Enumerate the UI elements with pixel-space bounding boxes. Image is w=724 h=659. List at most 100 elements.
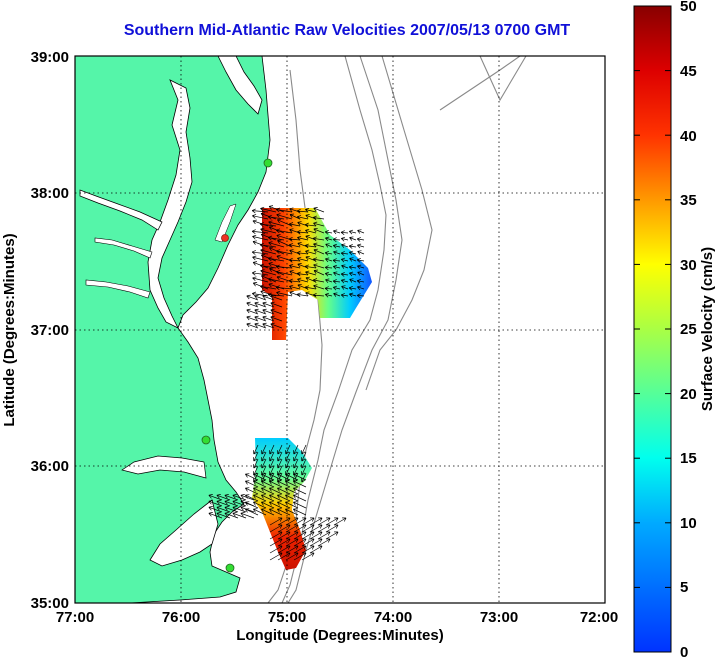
- velocity-vector: [275, 285, 293, 290]
- velocity-vector: [348, 285, 357, 291]
- y-tick-label: 36:00: [31, 458, 69, 475]
- velocity-vector: [289, 284, 301, 290]
- velocity-vector: [269, 480, 283, 488]
- velocity-vector: [259, 284, 277, 290]
- velocity-vector: [341, 264, 349, 269]
- y-tick-label: 37:00: [31, 322, 69, 339]
- velocity-vector: [252, 219, 269, 227]
- velocity-vector: [313, 269, 325, 276]
- velocity-vector: [245, 473, 259, 481]
- velocity-vector: [324, 250, 333, 256]
- velocity-vector: [305, 228, 317, 234]
- velocity-vector: [232, 494, 247, 501]
- velocity-vector: [348, 244, 357, 249]
- x-tick-label: 75:00: [268, 609, 306, 626]
- colorbar-label: Surface Velocity (cm/s): [699, 247, 716, 411]
- rappahannock-river: [94, 237, 153, 259]
- velocity-vector: [277, 239, 293, 248]
- velocity-vector: [276, 213, 293, 220]
- y-axis-label: Latitude (Degrees:Minutes): [1, 233, 18, 426]
- velocity-vector: [357, 243, 365, 249]
- velocity-vector: [224, 494, 239, 501]
- station-marker: [221, 234, 229, 242]
- velocity-vector: [309, 531, 323, 540]
- velocity-vector: [304, 222, 317, 228]
- velocity-vector: [253, 458, 259, 469]
- velocity-vector: [293, 444, 299, 455]
- velocity-vector: [275, 207, 293, 213]
- velocity-vector: [232, 506, 247, 513]
- x-tick-label: 73:00: [480, 609, 518, 626]
- velocity-vector: [333, 229, 341, 235]
- velocity-vector: [285, 487, 299, 495]
- colorbar-tick-label: 45: [680, 63, 697, 80]
- velocity-vector: [349, 292, 357, 298]
- y-tick-labels: 39:00 38:00 37:00 36:00 35:00: [31, 49, 69, 612]
- velocity-vector: [276, 290, 293, 297]
- velocity-vector: [269, 501, 283, 509]
- velocity-field-north: [262, 208, 372, 340]
- velocity-vector: [275, 228, 293, 234]
- velocity-vector: [341, 243, 349, 248]
- velocity-vector: [293, 473, 307, 481]
- velocity-vector: [324, 286, 333, 291]
- velocity-vector: [262, 308, 275, 315]
- velocity-vector: [313, 284, 325, 290]
- velocity-vector: [252, 234, 269, 241]
- velocity-vector: [254, 308, 267, 315]
- colorbar-ticks: [634, 5, 671, 653]
- velocity-vector: [357, 271, 365, 276]
- velocity-vector: [260, 206, 277, 213]
- velocity-vector: [357, 264, 365, 270]
- velocity-vector: [276, 270, 293, 276]
- velocity-vector: [296, 250, 309, 256]
- velocity-vector: [288, 243, 301, 248]
- velocity-vector: [313, 207, 325, 213]
- velocity-vector: [260, 212, 277, 220]
- velocity-vector: [262, 301, 275, 308]
- velocity-vector: [240, 500, 255, 507]
- velocity-vector: [312, 278, 325, 283]
- velocity-vector: [285, 451, 291, 462]
- velocity-vector: [297, 256, 309, 262]
- velocity-vector: [348, 229, 357, 235]
- velocity-vector: [357, 229, 365, 234]
- velocity-vector: [309, 545, 323, 554]
- x-tick-label: 72:00: [580, 609, 618, 626]
- velocity-vector: [277, 480, 291, 488]
- velocity-vector: [261, 501, 275, 509]
- velocity-vector: [325, 517, 339, 526]
- colorbar-tick-label: 30: [680, 257, 697, 274]
- velocity-vector: [301, 444, 307, 455]
- velocity-vector: [252, 240, 269, 248]
- velocity-vector: [293, 501, 307, 509]
- velocity-vector: [293, 524, 307, 533]
- velocity-vector: [216, 512, 231, 519]
- velocity-vector: [270, 308, 283, 315]
- velocity-vector: [208, 512, 223, 519]
- velocity-vector: [270, 294, 283, 301]
- velocity-vector: [317, 524, 331, 533]
- velocity-vector: [269, 524, 283, 533]
- velocity-vector: [293, 487, 307, 495]
- velocity-vector: [268, 277, 285, 283]
- velocity-vector: [324, 229, 333, 235]
- velocity-vector: [340, 230, 349, 235]
- velocity-vector: [332, 243, 341, 249]
- velocity-vector: [269, 494, 283, 502]
- potomac-river: [79, 189, 163, 231]
- velocity-vector: [288, 278, 301, 284]
- velocity-vector: [356, 293, 365, 298]
- velocity-vector: [305, 207, 317, 213]
- velocity-vector: [277, 531, 291, 540]
- velocity-vector: [324, 292, 333, 298]
- albemarle-sound: [121, 455, 207, 479]
- velocity-vector: [340, 251, 349, 256]
- velocity-vector: [301, 531, 315, 540]
- velocity-vector: [340, 257, 349, 263]
- velocity-vector: [267, 235, 285, 241]
- velocity-vector: [277, 552, 291, 561]
- velocity-vector: [224, 512, 239, 519]
- velocity-vector: [293, 552, 307, 561]
